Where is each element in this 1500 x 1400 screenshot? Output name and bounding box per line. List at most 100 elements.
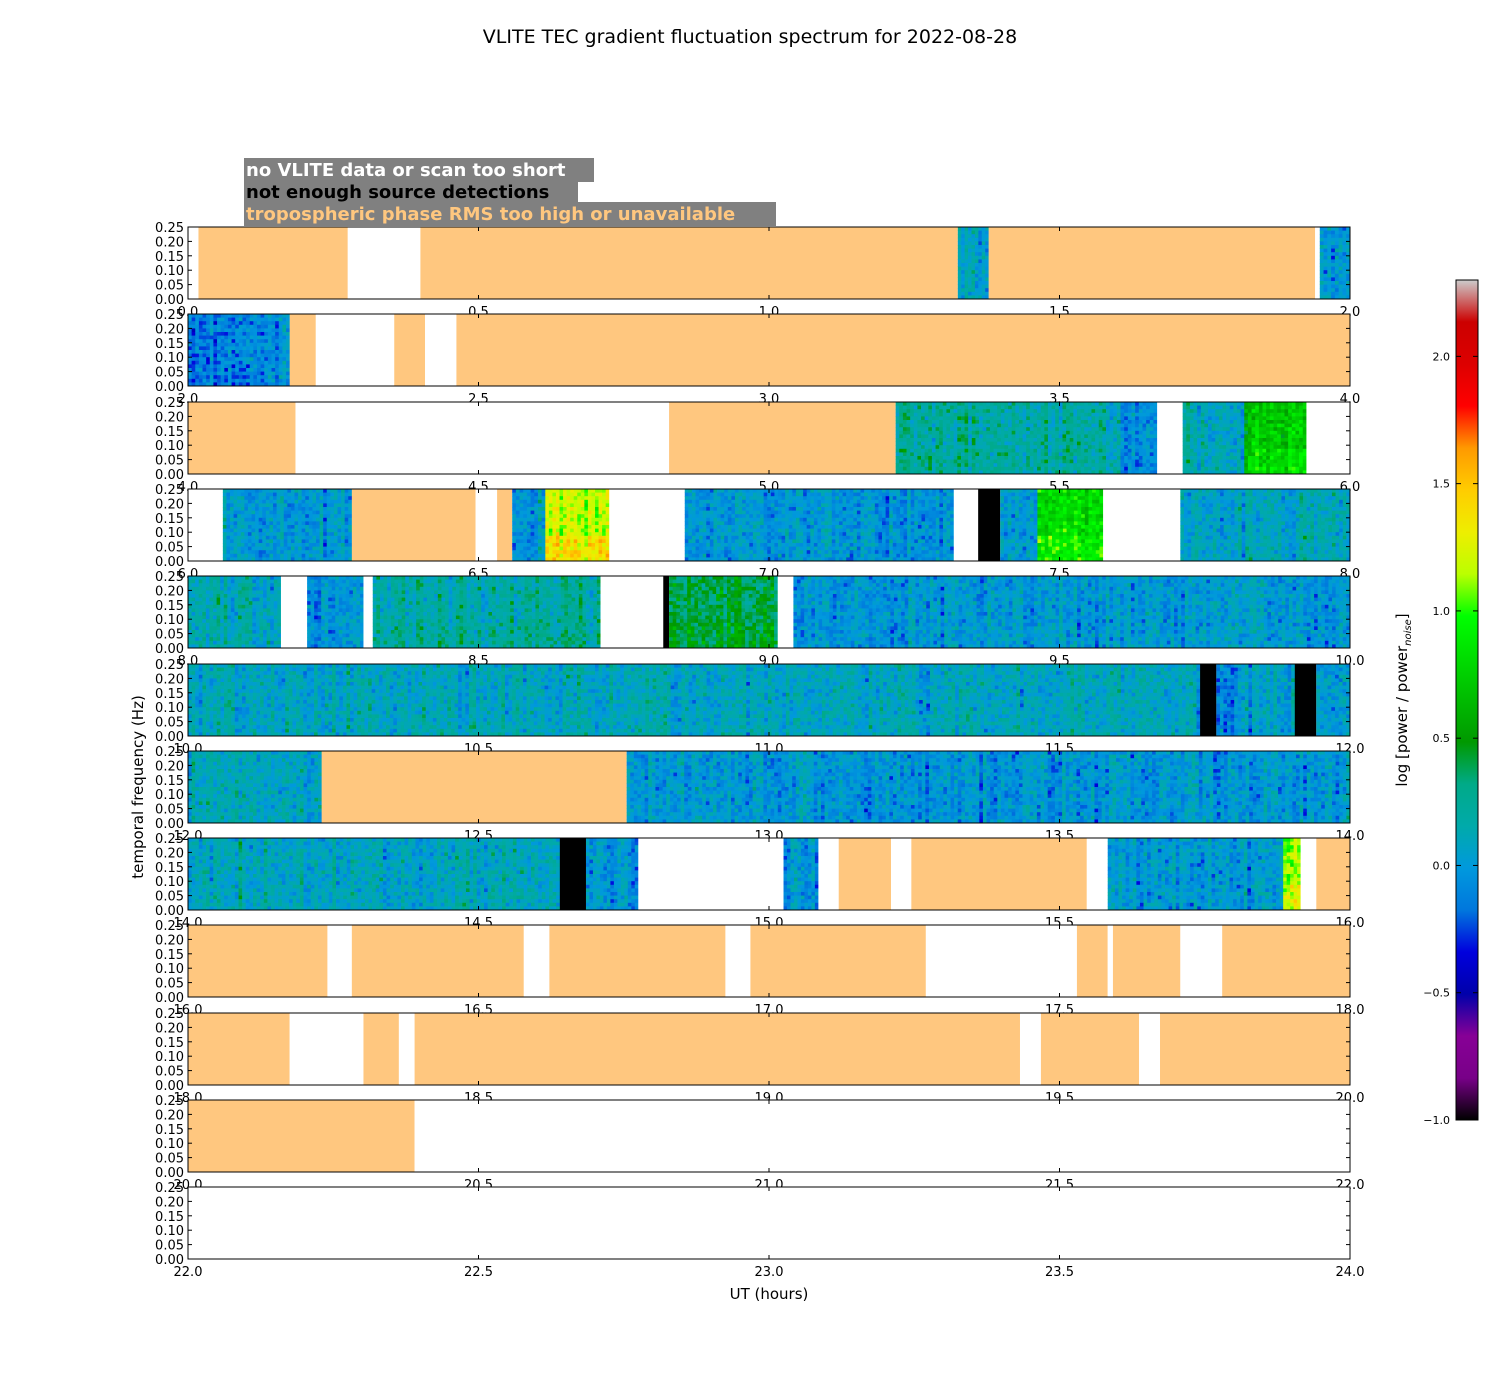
heat-cell	[1019, 434, 1023, 438]
heat-cell	[223, 525, 227, 529]
heat-cell	[1008, 434, 1012, 438]
heat-cell	[266, 521, 270, 525]
heat-cell	[954, 463, 958, 467]
heat-cell	[1230, 467, 1234, 471]
heat-cell	[262, 554, 266, 558]
heat-cell	[295, 554, 299, 558]
heat-cell	[242, 372, 246, 376]
heat-cell	[1335, 245, 1339, 249]
heat-cell	[1066, 467, 1070, 471]
heat-cell	[1121, 445, 1125, 449]
heat-cell	[280, 514, 284, 518]
heat-cell	[1241, 427, 1245, 431]
heat-cell	[516, 518, 520, 522]
heat-cell	[309, 489, 313, 493]
heat-cell	[1019, 424, 1023, 428]
heat-cell	[228, 343, 232, 347]
heat-cell	[1233, 427, 1237, 431]
heat-cell	[244, 532, 248, 536]
heat-cell	[244, 493, 248, 497]
heat-cell	[213, 318, 217, 322]
heat-cell	[284, 493, 288, 497]
heat-cell	[1183, 438, 1187, 442]
heat-cell	[266, 518, 270, 522]
segment-no-data	[316, 314, 394, 386]
heat-cell	[1048, 413, 1052, 417]
heat-cell	[961, 416, 965, 420]
heat-cell	[277, 511, 281, 515]
heat-cell	[1030, 438, 1034, 442]
heat-cell	[282, 364, 286, 368]
heat-cell	[316, 554, 320, 558]
heat-cell	[1073, 442, 1077, 446]
heat-cell	[928, 442, 932, 446]
heat-cell	[1084, 452, 1088, 456]
heat-cell	[282, 343, 286, 347]
heat-cell	[246, 354, 250, 358]
heat-cell	[1081, 424, 1085, 428]
heat-cell	[1219, 402, 1223, 406]
heat-cell	[195, 346, 199, 350]
heat-cell	[1266, 431, 1270, 435]
heat-cell	[1044, 442, 1048, 446]
heat-cell	[1320, 252, 1324, 256]
heat-cell	[1142, 402, 1146, 406]
heat-cell	[228, 336, 232, 340]
heat-cell	[1339, 259, 1343, 263]
heat-cell	[1327, 277, 1331, 281]
heat-cell	[298, 547, 302, 551]
heat-cell	[994, 416, 998, 420]
heat-cell	[268, 321, 272, 325]
heat-cell	[982, 245, 986, 249]
heat-cell	[327, 547, 331, 551]
heat-cell	[1292, 431, 1296, 435]
heat-cell	[917, 452, 921, 456]
heat-cell	[1320, 238, 1324, 242]
heat-cell	[1277, 409, 1281, 413]
heat-cell	[958, 267, 962, 271]
heat-cell	[961, 452, 965, 456]
heat-cell	[272, 346, 276, 350]
heat-cell	[217, 318, 221, 322]
heat-cell	[252, 514, 256, 518]
heat-cell	[1146, 434, 1150, 438]
heat-cell	[1284, 434, 1288, 438]
heat-cell	[957, 431, 961, 435]
heat-cell	[1026, 427, 1030, 431]
heat-cell	[1121, 413, 1125, 417]
heat-cell	[234, 489, 238, 493]
segment-data	[1244, 402, 1307, 474]
heat-cell	[327, 550, 331, 554]
heat-cell	[242, 379, 246, 383]
heat-cell	[1015, 434, 1019, 438]
heat-cell	[921, 463, 925, 467]
heat-cell	[1237, 409, 1241, 413]
heat-cell	[248, 514, 252, 518]
heat-cell	[345, 525, 349, 529]
heat-cell	[1281, 402, 1285, 406]
heat-cell	[242, 354, 246, 358]
heat-cell	[512, 521, 516, 525]
heat-cell	[1252, 460, 1256, 464]
heat-cell	[192, 336, 196, 340]
heat-cell	[1339, 288, 1343, 292]
heat-cell	[1113, 413, 1117, 417]
heat-cell	[1030, 460, 1034, 464]
heat-cell	[1088, 406, 1092, 410]
heat-cell	[990, 456, 994, 460]
heat-cell	[1248, 449, 1252, 453]
heat-cell	[188, 357, 192, 361]
heat-cell	[252, 518, 256, 522]
heat-cell	[1052, 416, 1056, 420]
heat-cell	[1153, 431, 1157, 435]
heat-cell	[1266, 409, 1270, 413]
heat-cell	[1073, 416, 1077, 420]
heat-cell	[1088, 416, 1092, 420]
heat-cell	[1335, 263, 1339, 267]
heat-cell	[199, 318, 203, 322]
y-tick-label: 0.05	[155, 279, 184, 294]
heat-cell	[284, 489, 288, 493]
heat-cell	[1044, 402, 1048, 406]
heat-cell	[1008, 413, 1012, 417]
heat-cell	[516, 554, 520, 558]
